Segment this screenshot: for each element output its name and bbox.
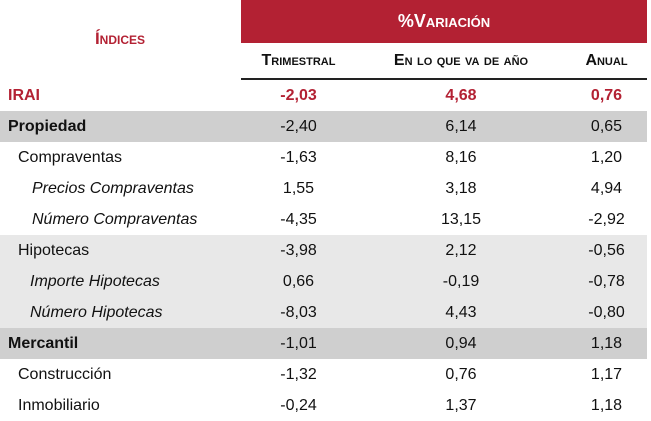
- table-row: Propiedad -2,40 6,14 0,65: [0, 111, 647, 142]
- col-header-anual: Anual: [585, 51, 628, 69]
- row-label: Hipotecas: [18, 241, 90, 259]
- row-label: Precios Compraventas: [32, 179, 194, 197]
- table-row: IRAI -2,03 4,68 0,76: [0, 80, 647, 111]
- cell-anual: 1,18: [590, 334, 623, 352]
- cell-trimestral: -2,03: [280, 86, 317, 104]
- cell-trimestral: -0,24: [280, 396, 317, 414]
- cell-anual: 4,94: [590, 179, 623, 197]
- cell-anual: -2,92: [588, 210, 625, 228]
- cell-ytd: 13,15: [440, 210, 482, 228]
- table-row: Construcción -1,32 0,76 1,17: [0, 359, 647, 390]
- table-row: Compraventas -1,63 8,16 1,20: [0, 142, 647, 173]
- cell-trimestral: -1,01: [280, 334, 317, 352]
- row-label: Propiedad: [8, 117, 87, 135]
- cell-anual: 1,17: [590, 365, 623, 383]
- table-row: Mercantil -1,01 0,94 1,18: [0, 328, 647, 359]
- row-label: Compraventas: [18, 148, 123, 166]
- cell-anual: 0,76: [590, 86, 623, 104]
- cell-ytd: 0,94: [445, 334, 477, 352]
- cell-ytd: 6,14: [445, 117, 477, 135]
- table-row: Inmobiliario -0,24 1,37 1,18: [0, 390, 647, 421]
- cell-ytd: 4,43: [445, 303, 477, 321]
- table-row: Importe Hipotecas 0,66 -0,19 -0,78: [0, 266, 647, 297]
- table-row: Número Hipotecas -8,03 4,43 -0,80: [0, 297, 647, 328]
- row-label: Construcción: [18, 365, 112, 383]
- cell-trimestral: -8,03: [280, 303, 317, 321]
- row-label: IRAI: [8, 86, 40, 104]
- cell-ytd: 3,18: [445, 179, 477, 197]
- row-label: Número Compraventas: [32, 210, 198, 228]
- cell-anual: -0,80: [588, 303, 625, 321]
- table-row: Precios Compraventas 1,55 3,18 4,94: [0, 173, 647, 204]
- col-header-trimestral: Trimestral: [261, 51, 336, 69]
- cell-anual: 0,65: [590, 117, 623, 135]
- cell-ytd: 4,68: [445, 86, 477, 104]
- col-header-ytd: En lo que va de año: [393, 51, 529, 69]
- cell-trimestral: -2,40: [280, 117, 317, 135]
- cell-ytd: 2,12: [445, 241, 477, 259]
- cell-ytd: 8,16: [445, 148, 477, 166]
- row-label: Importe Hipotecas: [30, 272, 160, 290]
- row-label: Mercantil: [8, 334, 79, 352]
- cell-anual: -0,78: [588, 272, 625, 290]
- row-label: Inmobiliario: [18, 396, 100, 414]
- header-divider: [241, 78, 647, 80]
- cell-ytd: -0,19: [442, 272, 480, 290]
- cell-trimestral: 1,55: [282, 179, 315, 197]
- cell-trimestral: 0,66: [282, 272, 315, 290]
- cell-anual: 1,18: [590, 396, 623, 414]
- row-label: Número Hipotecas: [30, 303, 163, 321]
- table-row: Número Compraventas -4,35 13,15 -2,92: [0, 204, 647, 235]
- indices-header: Índices: [94, 29, 146, 48]
- cell-ytd: 1,37: [445, 396, 477, 414]
- cell-anual: 1,20: [590, 148, 623, 166]
- cell-ytd: 0,76: [445, 365, 477, 383]
- cell-anual: -0,56: [588, 241, 625, 259]
- table-body: IRAI -2,03 4,68 0,76 Propiedad -2,40 6,1…: [0, 80, 647, 421]
- cell-trimestral: -1,63: [280, 148, 317, 166]
- cell-trimestral: -3,98: [280, 241, 317, 259]
- cell-trimestral: -4,35: [280, 210, 317, 228]
- variation-header: %Variación: [241, 0, 647, 43]
- cell-trimestral: -1,32: [280, 365, 317, 383]
- table-row: Hipotecas -3,98 2,12 -0,56: [0, 235, 647, 266]
